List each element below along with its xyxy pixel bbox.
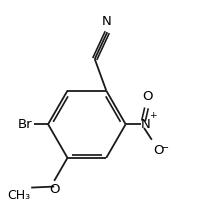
Text: CH₃: CH₃ [7, 189, 30, 202]
Text: O: O [142, 90, 153, 103]
Text: Br: Br [18, 118, 33, 131]
Text: +: + [150, 111, 157, 120]
Text: N: N [101, 15, 111, 28]
Text: N: N [141, 118, 151, 131]
Text: O: O [49, 183, 60, 196]
Text: O: O [153, 144, 164, 157]
Text: −: − [161, 143, 169, 153]
